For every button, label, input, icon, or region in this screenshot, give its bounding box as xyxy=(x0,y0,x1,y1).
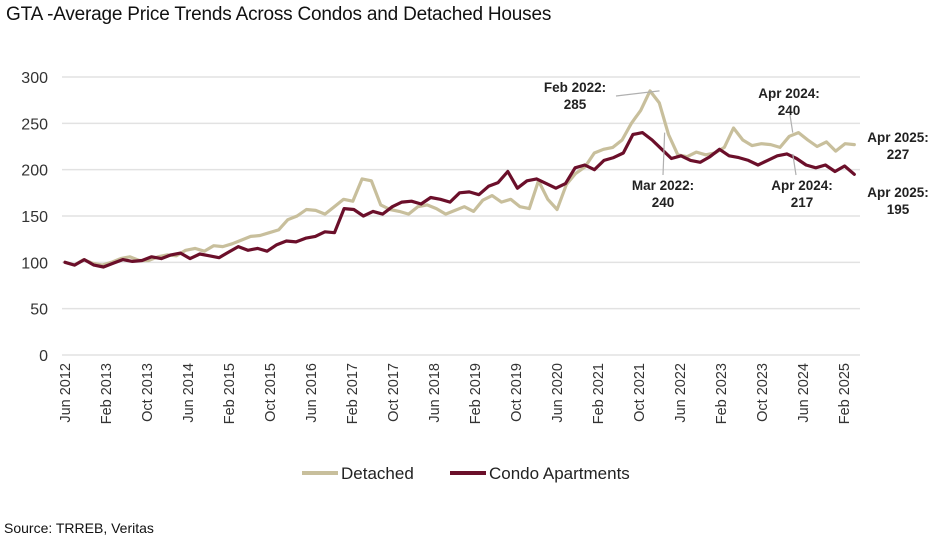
x-tick-label: Feb 2013 xyxy=(99,363,115,424)
x-tick-label: Jun 2012 xyxy=(58,363,74,423)
x-tick-label: Jun 2014 xyxy=(181,363,197,423)
x-tick-label: Jun 2020 xyxy=(550,363,566,423)
y-tick-label: 50 xyxy=(30,302,48,319)
legend-label-detached: Detached xyxy=(341,464,414,483)
annotation-leader-line xyxy=(615,90,660,97)
x-tick-label: Oct 2023 xyxy=(755,363,771,422)
series-line-condo xyxy=(63,131,856,269)
x-tick-label: Jun 2018 xyxy=(427,363,443,423)
y-tick-label: 300 xyxy=(21,70,48,87)
annotation-label-date: Mar 2022: xyxy=(632,178,694,193)
x-tick-label: Oct 2015 xyxy=(263,363,279,422)
x-tick-label: Feb 2023 xyxy=(714,363,730,424)
annotations: Feb 2022: 285 Mar 2022: 240 Apr 2024: 240 Apr … xyxy=(544,80,929,217)
y-tick-label: 150 xyxy=(21,209,48,226)
annotation-label-date: Apr 2024: xyxy=(758,86,820,101)
gridlines xyxy=(62,76,860,356)
x-tick-label: Feb 2015 xyxy=(222,363,238,424)
annotation-label-value: 240 xyxy=(652,195,675,210)
annotation-leader-line xyxy=(792,153,797,176)
legend-label-condo: Condo Apartments xyxy=(489,464,630,483)
chart-title: GTA -Average Price Trends Across Condos … xyxy=(6,4,552,25)
y-tick-label: 200 xyxy=(21,163,48,180)
annotation-label-date: Apr 2025: xyxy=(867,185,929,200)
annotation-label-date: Feb 2022: xyxy=(544,80,606,95)
annotation-label-value: 217 xyxy=(791,195,814,210)
y-axis-ticks: 0 50 100 150 200 250 300 xyxy=(21,70,48,365)
annotation-label-value: 227 xyxy=(887,147,910,162)
y-tick-label: 0 xyxy=(39,348,48,365)
annotation-label-value: 285 xyxy=(564,97,587,112)
y-tick-label: 100 xyxy=(21,255,48,272)
x-tick-label: Oct 2021 xyxy=(632,363,648,422)
annotation-label-value: 240 xyxy=(778,103,801,118)
x-tick-label: Oct 2017 xyxy=(386,363,402,422)
x-tick-label: Jun 2024 xyxy=(796,363,812,423)
x-axis-ticks: Jun 2012 Feb 2013 Oct 2013 Jun 2014 Feb 2015… xyxy=(58,363,853,424)
x-tick-label: Feb 2017 xyxy=(345,363,361,424)
x-tick-label: Feb 2019 xyxy=(468,363,484,424)
annotation-label-date: Apr 2024: xyxy=(771,178,833,193)
annotation-leader-line xyxy=(789,114,794,133)
x-tick-label: Jun 2016 xyxy=(304,363,320,423)
x-tick-label: Feb 2025 xyxy=(837,363,853,424)
source-note: Source: TRREB, Veritas xyxy=(4,520,154,536)
legend: Detached Condo Apartments xyxy=(302,464,630,483)
x-tick-label: Oct 2019 xyxy=(509,363,525,422)
x-tick-label: Feb 2021 xyxy=(591,363,607,424)
x-tick-label: Oct 2013 xyxy=(140,363,156,422)
series-lines xyxy=(63,89,856,269)
y-tick-label: 250 xyxy=(21,116,48,133)
annotation-label-date: Apr 2025: xyxy=(867,130,929,145)
series-line-detached xyxy=(63,89,856,267)
annotation-leader-line xyxy=(662,132,666,176)
annotation-label-value: 195 xyxy=(887,202,910,217)
x-tick-label: Jun 2022 xyxy=(673,363,689,423)
